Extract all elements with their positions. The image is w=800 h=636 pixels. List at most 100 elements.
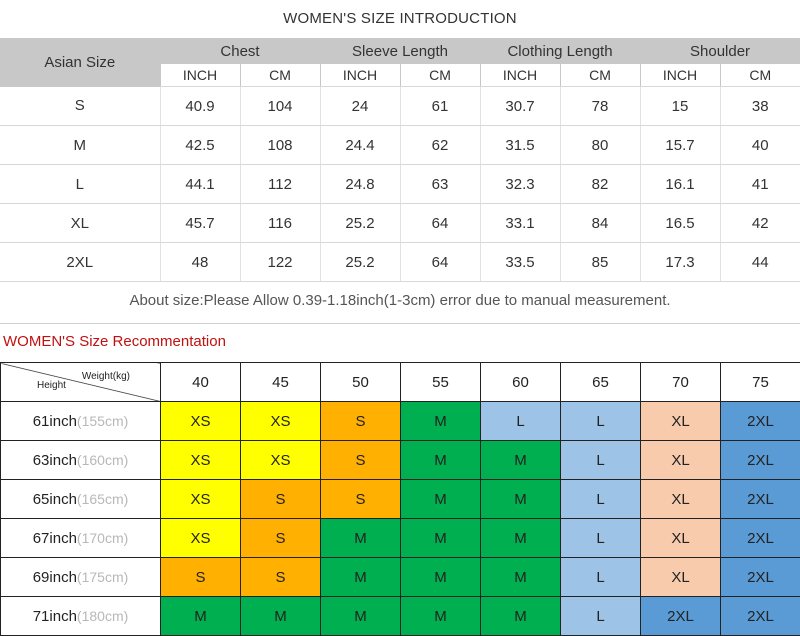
- height-cm: (180cm): [77, 608, 128, 624]
- measurement-cell: 25.2: [320, 204, 400, 243]
- recommended-size-cell: XS: [241, 441, 321, 480]
- recommended-size-cell: XS: [161, 480, 241, 519]
- measurement-note: About size:Please Allow 0.39-1.18inch(1-…: [0, 281, 800, 321]
- unit-subheader: CM: [560, 64, 640, 87]
- weight-axis-label: Weight(kg): [82, 371, 130, 382]
- recommended-size-cell: M: [241, 597, 321, 636]
- recommended-size-cell: XS: [161, 402, 241, 441]
- recommended-size-cell: XL: [641, 441, 721, 480]
- measurement-cell: 61: [400, 87, 480, 126]
- measurement-cell: 84: [560, 204, 640, 243]
- measurement-cell: 38: [720, 87, 800, 126]
- size-label-cell: S: [0, 87, 160, 126]
- recommended-size-cell: M: [481, 597, 561, 636]
- measurement-cell: 62: [400, 126, 480, 165]
- height-label-cell: 63inch(160cm): [1, 441, 161, 480]
- measurement-cell: 15: [640, 87, 720, 126]
- unit-subheader: CM: [400, 64, 480, 87]
- measurement-cell: 48: [160, 243, 240, 282]
- group-header-clothing-length: Clothing Length: [480, 38, 640, 64]
- measurement-cell: 80: [560, 126, 640, 165]
- weight-header-cell: 60: [481, 363, 561, 402]
- group-header-shoulder: Shoulder: [640, 38, 800, 64]
- unit-subheader: INCH: [160, 64, 240, 87]
- height-inch: 69inch: [33, 569, 77, 586]
- measurement-cell: 108: [240, 126, 320, 165]
- recommended-size-cell: M: [401, 402, 481, 441]
- recommended-size-cell: M: [481, 558, 561, 597]
- measurement-cell: 78: [560, 87, 640, 126]
- height-cm: (170cm): [77, 530, 128, 546]
- recommended-size-cell: S: [241, 519, 321, 558]
- size-intro-title: WOMEN'S SIZE INTRODUCTION: [0, 0, 800, 38]
- recommended-size-cell: L: [561, 441, 641, 480]
- measurement-cell: 45.7: [160, 204, 240, 243]
- measurement-cell: 82: [560, 165, 640, 204]
- recommended-size-cell: L: [561, 402, 641, 441]
- recommended-size-cell: M: [161, 597, 241, 636]
- height-cm: (155cm): [77, 413, 128, 429]
- recommended-size-cell: L: [561, 597, 641, 636]
- recommended-size-cell: M: [481, 480, 561, 519]
- height-cm: (175cm): [77, 569, 128, 585]
- recommended-size-cell: 2XL: [641, 597, 721, 636]
- measurement-cell: 64: [400, 243, 480, 282]
- recommended-size-cell: S: [321, 402, 401, 441]
- height-cm: (160cm): [77, 452, 128, 468]
- recommended-size-cell: 2XL: [721, 441, 800, 480]
- measurement-cell: 24.8: [320, 165, 400, 204]
- measurement-cell: 42: [720, 204, 800, 243]
- measurement-cell: 63: [400, 165, 480, 204]
- recommended-size-cell: 2XL: [721, 480, 800, 519]
- unit-subheader: INCH: [320, 64, 400, 87]
- measurement-cell: 33.5: [480, 243, 560, 282]
- measurement-cell: 44: [720, 243, 800, 282]
- recommended-size-cell: M: [401, 441, 481, 480]
- size-label-cell: L: [0, 165, 160, 204]
- height-inch: 71inch: [33, 608, 77, 625]
- measurement-cell: 16.1: [640, 165, 720, 204]
- recommended-size-cell: XS: [241, 402, 321, 441]
- size-recommendation-title: WOMEN'S Size Recommentation: [3, 333, 226, 350]
- size-label-cell: XL: [0, 204, 160, 243]
- asian-size-header: Asian Size: [0, 38, 160, 87]
- measurement-cell: 15.7: [640, 126, 720, 165]
- measurement-cell: 33.1: [480, 204, 560, 243]
- recommended-size-cell: S: [321, 441, 401, 480]
- unit-subheader: CM: [240, 64, 320, 87]
- recommended-size-cell: L: [561, 519, 641, 558]
- measurement-cell: 40: [720, 126, 800, 165]
- recommended-size-cell: S: [241, 558, 321, 597]
- height-axis-label: Height: [37, 380, 66, 391]
- weight-header-cell: 50: [321, 363, 401, 402]
- unit-subheader: CM: [720, 64, 800, 87]
- height-label-cell: 71inch(180cm): [1, 597, 161, 636]
- height-inch: 67inch: [33, 530, 77, 547]
- size-label-cell: 2XL: [0, 243, 160, 282]
- measurement-cell: 25.2: [320, 243, 400, 282]
- recommended-size-cell: M: [401, 519, 481, 558]
- size-label-cell: M: [0, 126, 160, 165]
- recommended-size-cell: 2XL: [721, 558, 800, 597]
- recommended-size-cell: M: [401, 558, 481, 597]
- recommended-size-cell: M: [401, 597, 481, 636]
- measurement-cell: 30.7: [480, 87, 560, 126]
- weight-header-cell: 55: [401, 363, 481, 402]
- recommended-size-cell: XL: [641, 558, 721, 597]
- recommended-size-cell: XL: [641, 480, 721, 519]
- group-header-sleeve-length: Sleeve Length: [320, 38, 480, 64]
- measurement-cell: 17.3: [640, 243, 720, 282]
- measurement-cell: 64: [400, 204, 480, 243]
- recommended-size-cell: M: [481, 519, 561, 558]
- section-divider: [0, 323, 800, 324]
- measurement-cell: 42.5: [160, 126, 240, 165]
